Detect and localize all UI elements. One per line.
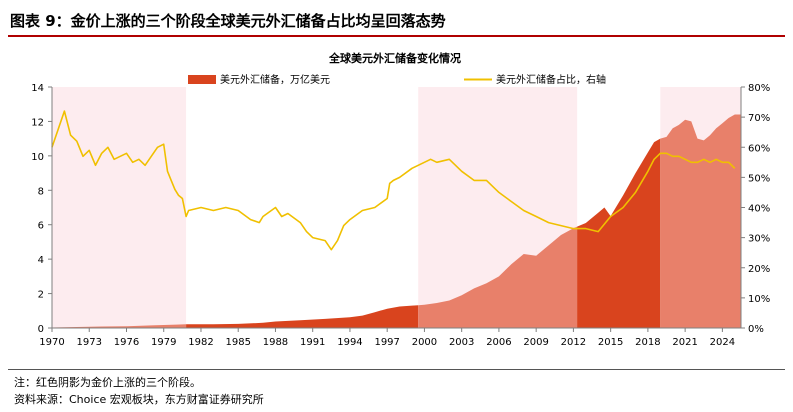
y-left-tick-label: 4	[38, 255, 44, 266]
y-right-tick-label: 60%	[748, 143, 770, 154]
share-line-layer	[51, 110, 736, 251]
y-left-tick-label: 0	[38, 324, 44, 335]
x-tick-label: 2009	[523, 337, 548, 348]
reserve-area-segment-1	[52, 324, 187, 328]
x-tick-label: 1979	[151, 337, 176, 348]
legend-label-reserve: 美元外汇储备，万亿美元	[220, 73, 330, 86]
title-rule	[8, 35, 785, 37]
chart-title: 全球美元外汇储备变化情况	[328, 51, 461, 65]
y-right-tick-label: 30%	[748, 234, 770, 245]
x-tick-label: 2021	[672, 337, 697, 348]
y-left-tick-label: 14	[31, 83, 44, 94]
y-right-tick-label: 80%	[748, 83, 770, 94]
y-left-tick-label: 12	[31, 117, 44, 128]
y-left-tick-label: 8	[38, 186, 44, 197]
x-tick-label: 1973	[77, 337, 102, 348]
x-tick-label: 1997	[374, 337, 399, 348]
figure-note: 注：红色阴影为金价上涨的三个阶段。	[14, 376, 201, 389]
y-right-tick-label: 10%	[748, 294, 770, 305]
reserve-area-segment-5	[660, 114, 741, 328]
y-left-tick-label: 2	[38, 290, 44, 301]
legend-label-share: 美元外汇储备占比，右轴	[496, 73, 606, 86]
reserve-area-segment-3	[418, 226, 578, 328]
y-left-tick-label: 10	[31, 152, 44, 163]
x-tick-label: 1994	[337, 337, 362, 348]
x-tick-label: 2024	[710, 337, 735, 348]
y-right-tick-label: 40%	[748, 204, 770, 215]
x-tick-label: 2003	[449, 337, 474, 348]
x-tick-label: 2018	[635, 337, 660, 348]
x-tick-label: 1991	[300, 337, 325, 348]
x-tick-label: 2006	[486, 337, 511, 348]
legend-swatch-reserve	[188, 75, 216, 84]
reserve-area-segment-2	[186, 305, 419, 328]
x-tick-label: 1988	[263, 337, 288, 348]
x-tick-label: 2012	[561, 337, 586, 348]
figure-title: 图表 9：金价上涨的三个阶段全球美元外汇储备占比均呈回落态势	[10, 12, 446, 30]
figure-source: 资料来源：Choice 宏观板块，东方财富证券研究所	[14, 393, 264, 406]
axes: 0 2 4 6 8 10 12 14 0% 10% 20% 30% 40% 50% 60% 70% 80% 197…	[31, 83, 770, 348]
y-right-tick-label: 0%	[748, 324, 764, 335]
y-right-tick-label: 20%	[748, 264, 770, 275]
shaded-period-1	[52, 87, 187, 328]
share-line	[51, 110, 736, 251]
reserve-area-segment-4	[577, 138, 661, 328]
y-right-tick-label: 70%	[748, 113, 770, 124]
x-tick-label: 1985	[225, 337, 250, 348]
y-left-tick-label: 6	[38, 221, 44, 232]
x-tick-label: 2000	[412, 337, 437, 348]
x-tick-label: 1970	[39, 337, 64, 348]
notes-rule	[8, 369, 785, 370]
legend: 美元外汇储备，万亿美元 美元外汇储备占比，右轴	[188, 73, 606, 86]
x-tick-label: 1976	[114, 337, 139, 348]
y-right-tick-label: 50%	[748, 173, 770, 184]
x-tick-label: 1982	[188, 337, 213, 348]
x-tick-label: 2015	[598, 337, 623, 348]
